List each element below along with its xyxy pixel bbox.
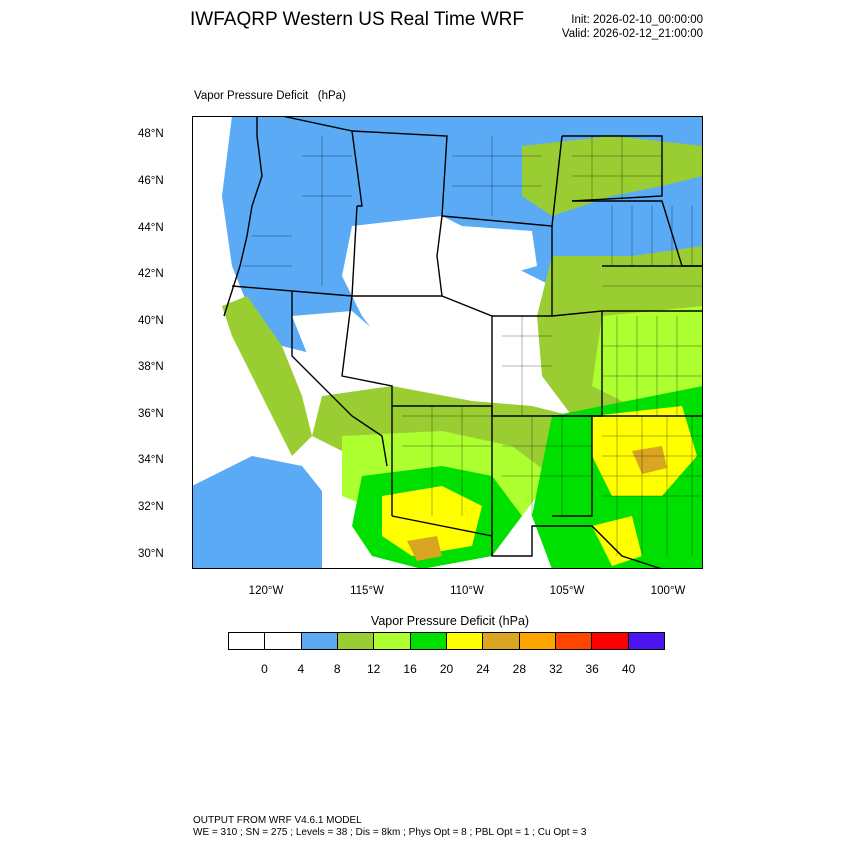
map-frame bbox=[192, 116, 703, 569]
lon-tick-105: 105°W bbox=[549, 585, 585, 597]
lat-tick-32: 32°N bbox=[138, 501, 164, 513]
colorbar-label: 40 bbox=[621, 662, 636, 676]
lat-tick-44: 44°N bbox=[138, 222, 164, 234]
colorbar-bin bbox=[627, 633, 664, 649]
lat-tick-40: 40°N bbox=[138, 315, 164, 327]
lat-tick-42: 42°N bbox=[138, 268, 164, 280]
colorbar-label: 24 bbox=[476, 662, 490, 676]
lat-tick-46: 46°N bbox=[138, 175, 164, 187]
vpd-field-gold-mx bbox=[407, 536, 442, 561]
ocean-field bbox=[192, 456, 322, 569]
colorbar-bin bbox=[554, 633, 592, 649]
colorbar-label: 20 bbox=[439, 662, 454, 676]
lon-tick-115: 115°W bbox=[350, 585, 384, 597]
lon-tick-110: 110°W bbox=[450, 585, 484, 597]
vpd-field-white-wy bbox=[437, 226, 492, 286]
colorbar-bin bbox=[445, 633, 483, 649]
map-title: IWFAQRP Western US Real Time WRF bbox=[190, 9, 524, 30]
lat-tick-36: 36°N bbox=[138, 408, 164, 420]
colorbar-label: 8 bbox=[333, 662, 341, 676]
colorbar-bin bbox=[482, 633, 519, 649]
lon-tick-120: 120°W bbox=[248, 585, 284, 597]
run-info: Init: 2026-02-10_00:00:00 Valid: 2026-02… bbox=[562, 13, 703, 41]
init-time: Init: 2026-02-10_00:00:00 bbox=[571, 14, 703, 26]
vpd-field-lime-ks bbox=[592, 306, 703, 416]
colorbar-bin bbox=[264, 633, 301, 649]
vpd-field-olive-ca bbox=[222, 296, 312, 456]
colorbar-label: 4 bbox=[297, 662, 305, 676]
lon-tick-100: 100°W bbox=[650, 585, 686, 597]
colorbar-bin bbox=[518, 633, 555, 649]
colorbar-label: 28 bbox=[512, 662, 526, 676]
colorbar-bin bbox=[300, 633, 337, 649]
colorbar-bin bbox=[591, 633, 628, 649]
vpd-field-gold-tx bbox=[632, 446, 667, 474]
county-boundaries bbox=[242, 136, 703, 556]
vpd-field-white-co bbox=[392, 341, 532, 406]
state-boundaries bbox=[223, 116, 703, 569]
model-info: OUTPUT FROM WRF V4.6.1 MODEL WE = 310 ; … bbox=[193, 815, 586, 839]
model-info-line1: OUTPUT FROM WRF V4.6.1 MODEL bbox=[193, 815, 362, 826]
plot-label: Vapor Pressure Deficit (hPa) bbox=[194, 90, 346, 102]
colorbar-bin bbox=[373, 633, 410, 649]
colorbar-label: 36 bbox=[585, 662, 599, 676]
colorbar bbox=[228, 632, 665, 650]
colorbar-label: 0 bbox=[261, 662, 268, 676]
colorbar-bin bbox=[409, 633, 446, 649]
lat-tick-34: 34°N bbox=[138, 454, 164, 466]
vpd-map bbox=[192, 116, 703, 569]
colorbar-label: 12 bbox=[366, 662, 381, 676]
colorbar-label: 32 bbox=[549, 662, 563, 676]
vpd-field-yellow-az bbox=[382, 486, 482, 556]
lat-tick-38: 38°N bbox=[138, 361, 164, 373]
vpd-field-white-nv bbox=[292, 311, 392, 386]
model-info-line2: WE = 310 ; SN = 275 ; Levels = 38 ; Dis … bbox=[193, 827, 587, 838]
colorbar-bin bbox=[229, 633, 265, 649]
colorbar-label: 16 bbox=[403, 662, 417, 676]
colorbar-title: Vapor Pressure Deficit (hPa) bbox=[370, 614, 530, 628]
colorbar-bin bbox=[336, 633, 374, 649]
lat-tick-30: 30°N bbox=[138, 548, 164, 560]
valid-time: Valid: 2026-02-12_21:00:00 bbox=[561, 28, 703, 40]
lat-tick-48: 48°N bbox=[138, 128, 164, 140]
